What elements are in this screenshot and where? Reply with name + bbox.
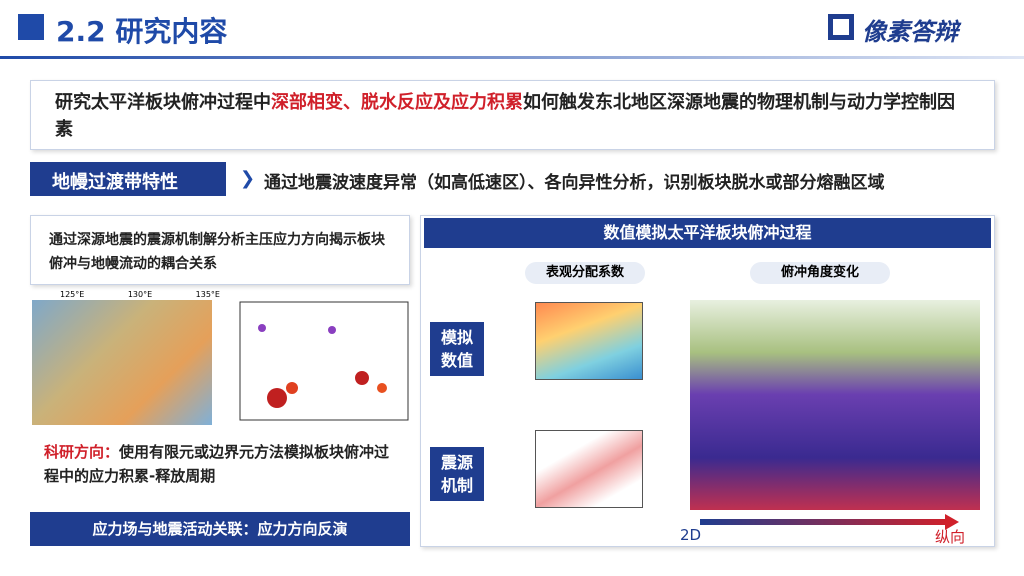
side-label: 震源机制	[430, 447, 484, 501]
banner: 应力场与地震活动关联：应力方向反演	[30, 512, 410, 546]
tag: 俯冲角度变化	[750, 262, 890, 284]
map-axis: 125°E 130°E 135°E	[60, 290, 220, 299]
direction: 科研方向：使用有限元或边界元方法模拟板块俯冲过程中的应力积累-释放周期	[30, 440, 410, 488]
direction-text: 使用有限元或边界元方法模拟板块俯冲过程中的应力积累-释放周期	[44, 443, 390, 485]
axis-end: 纵向	[935, 528, 966, 546]
arrow-head	[945, 514, 959, 530]
logo-icon	[828, 14, 854, 40]
feature-text: 通过地震波速度异常（如高低速区）、各向异性分析，识别板块脱水或部分熔融区域	[264, 173, 885, 193]
focal-figure	[535, 430, 643, 508]
title-mark	[18, 14, 44, 40]
map-label: 125°E	[60, 290, 85, 299]
map-label: 135°E	[195, 290, 220, 299]
intro-box: 研究太平洋板块俯冲过程中深部相变、脱水反应及应力积累如何触发东北地区深源地震的物…	[30, 80, 995, 150]
feature-label: 地幔过渡带特性	[30, 162, 226, 196]
model-figure	[535, 302, 643, 380]
arrow-icon: ❯	[240, 168, 256, 189]
tag: 表观分配系数	[525, 262, 645, 284]
side-label: 模拟数值	[430, 322, 484, 376]
intro-highlight: 深部相变、脱水反应及应力积累	[271, 92, 523, 113]
mechanism-figure	[239, 301, 409, 421]
logo: 像素答辩	[862, 18, 958, 46]
note-box: 通过深源地震的震源机制解分析主压应力方向揭示板块俯冲与地幔流动的耦合关系	[30, 215, 410, 285]
axis-arrow	[700, 519, 950, 525]
header-rule	[0, 56, 1024, 59]
map-label: 130°E	[127, 290, 153, 299]
axis-start: 2D	[680, 526, 702, 544]
subduction-figure	[690, 300, 980, 510]
title: 2.2 研究内容	[56, 15, 228, 48]
map-figure	[32, 300, 212, 425]
intro-rest: 如何触发东北地区深源地震的物理机制与动力学控制因素	[55, 92, 955, 140]
intro-lead: 研究太平洋板块俯冲过程中	[55, 92, 271, 113]
panel-title: 数值模拟太平洋板块俯冲过程	[424, 218, 991, 248]
direction-label: 科研方向：	[44, 443, 120, 461]
